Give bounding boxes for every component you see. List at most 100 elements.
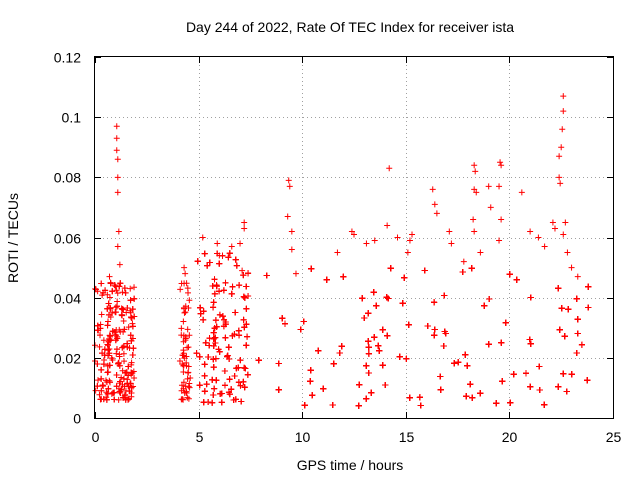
data-point: [194, 258, 201, 265]
data-point: [382, 382, 389, 389]
data-point: [129, 351, 136, 358]
y-tick-label: 0: [73, 411, 81, 427]
data-point: [558, 144, 565, 151]
data-point: [121, 326, 128, 333]
data-point: [178, 382, 185, 389]
data-point: [184, 344, 191, 351]
data-point: [379, 326, 386, 333]
data-point: [113, 135, 120, 142]
data-point: [365, 369, 372, 376]
data-point: [437, 386, 444, 393]
y-tick-label: 0.12: [54, 50, 81, 66]
data-point: [375, 342, 382, 349]
data-point: [441, 328, 448, 335]
data-point: [558, 305, 565, 312]
data-point: [560, 370, 567, 377]
data-point: [182, 270, 189, 277]
data-point: [560, 93, 567, 100]
data-point: [184, 394, 191, 401]
x-tick-label: 0: [92, 429, 100, 445]
data-point: [210, 329, 217, 336]
data-point: [109, 309, 116, 316]
data-point: [568, 264, 575, 271]
data-point: [301, 402, 308, 409]
data-point: [109, 356, 116, 363]
data-point: [429, 186, 436, 193]
data-point: [336, 350, 343, 357]
data-point: [518, 189, 525, 196]
data-point: [220, 287, 227, 294]
data-point: [394, 234, 401, 241]
data-point: [323, 276, 330, 283]
data-point: [502, 319, 509, 326]
data-point: [244, 371, 251, 378]
data-point: [100, 289, 107, 296]
y-tick-label: 0.1: [62, 110, 82, 126]
data-point: [431, 299, 438, 306]
data-point: [330, 360, 337, 367]
data-point: [210, 299, 217, 306]
data-point: [243, 321, 250, 328]
data-point: [211, 290, 218, 297]
data-point: [105, 385, 112, 392]
data-point: [117, 390, 124, 397]
data-point: [471, 162, 478, 169]
data-point: [104, 291, 111, 298]
data-point: [197, 310, 204, 317]
data-point: [210, 336, 217, 343]
data-point: [116, 261, 123, 268]
data-point: [125, 324, 132, 331]
data-point: [385, 295, 392, 302]
data-point: [498, 339, 505, 346]
chart-title: Day 244 of 2022, Rate Of TEC Index for r…: [186, 19, 514, 35]
data-point: [213, 281, 220, 288]
data-point: [574, 316, 581, 323]
data-point: [233, 365, 240, 372]
data-point: [244, 333, 251, 340]
data-point: [196, 353, 203, 360]
x-tick-label: 10: [295, 429, 311, 445]
data-point: [551, 225, 558, 232]
data-point: [228, 290, 235, 297]
data-point: [338, 343, 345, 350]
data-point: [209, 283, 216, 290]
data-point: [232, 309, 239, 316]
y-tick-label: 0.04: [54, 291, 81, 307]
data-point: [368, 389, 375, 396]
data-point: [365, 338, 372, 345]
data-point: [182, 309, 189, 316]
data-point: [128, 384, 135, 391]
data-point: [113, 383, 120, 390]
data-point: [496, 183, 503, 190]
data-point: [541, 243, 548, 250]
data-point: [527, 340, 534, 347]
data-point: [201, 361, 208, 368]
data-point: [365, 350, 372, 357]
data-point: [387, 265, 394, 272]
data-point: [214, 240, 221, 247]
data-point: [213, 377, 220, 384]
data-point: [114, 303, 121, 310]
data-point: [245, 292, 252, 299]
data-point: [351, 231, 357, 238]
data-point: [477, 249, 484, 256]
data-point: [365, 344, 372, 351]
data-point: [404, 249, 411, 256]
data-point: [245, 270, 252, 277]
data-point: [556, 326, 563, 333]
data-point: [211, 385, 218, 392]
data-point: [437, 373, 444, 380]
data-point: [119, 306, 126, 313]
data-point: [243, 305, 250, 312]
data-point: [240, 272, 247, 279]
data-point: [113, 287, 120, 294]
data-point: [285, 177, 292, 184]
data-point: [125, 372, 132, 379]
data-point: [275, 360, 282, 367]
data-point: [193, 350, 200, 357]
data-point: [222, 334, 229, 341]
data-point: [99, 350, 106, 357]
data-point: [95, 377, 102, 384]
data-point: [111, 396, 118, 403]
